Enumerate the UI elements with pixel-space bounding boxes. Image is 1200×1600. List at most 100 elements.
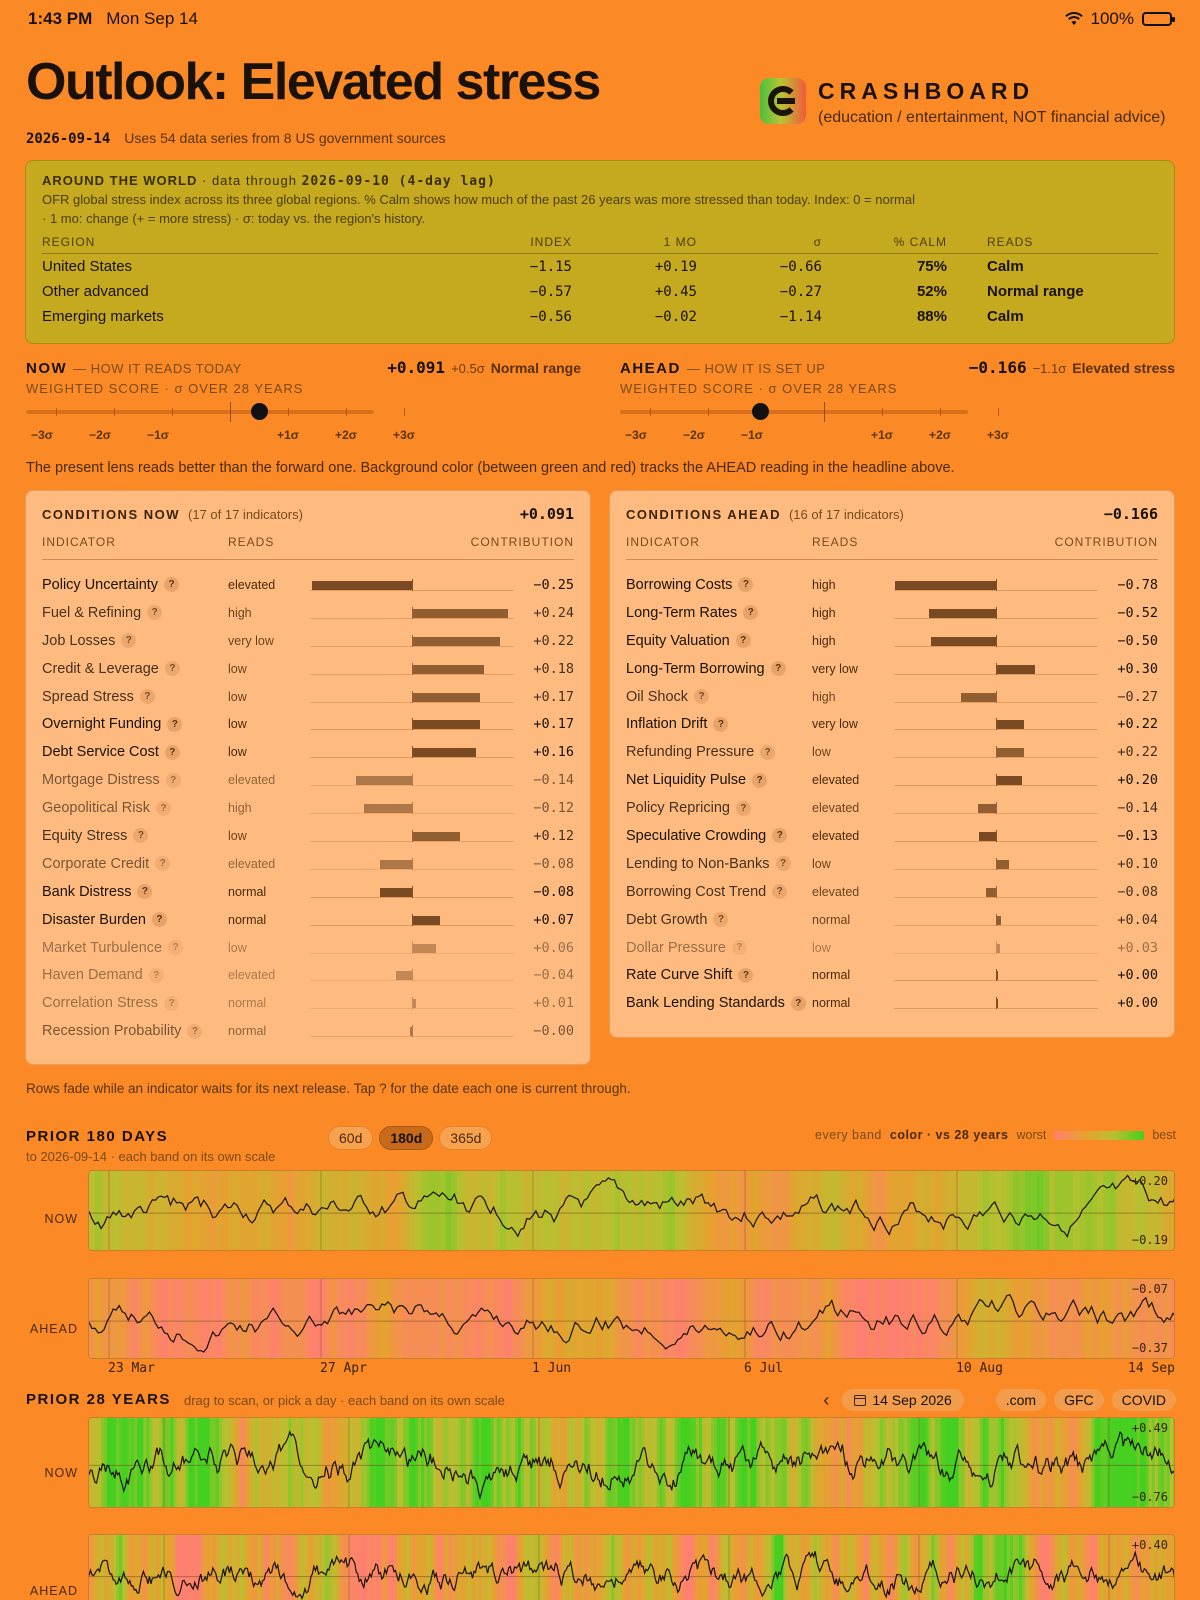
contribution-value: +0.17 xyxy=(533,688,574,705)
indicator-reads: low xyxy=(228,828,247,843)
date-picker-button[interactable]: 14 Sep 2026 xyxy=(842,1389,964,1411)
ahead-sigma-scale xyxy=(620,402,999,422)
region-reads: Calm xyxy=(987,308,1024,325)
help-icon[interactable]: ? xyxy=(139,689,155,704)
x-tick-label: 6 Jul xyxy=(744,1361,784,1376)
region-reads: Normal range xyxy=(987,283,1084,300)
help-icon[interactable]: ? xyxy=(165,772,181,788)
help-icon[interactable]: ? xyxy=(790,995,806,1011)
region-calm: 52% xyxy=(916,283,947,300)
chevron-right-icon[interactable]: › xyxy=(976,1389,983,1410)
contribution-bar xyxy=(310,606,514,620)
help-icon[interactable]: ? xyxy=(735,633,751,649)
x-tick-label: 27 Apr xyxy=(320,1361,367,1376)
indicator-reads: normal xyxy=(228,884,267,899)
contribution-value: −0.78 xyxy=(1117,576,1158,593)
help-icon[interactable]: ? xyxy=(735,800,751,816)
range-365d-button[interactable]: 365d xyxy=(439,1126,493,1150)
contribution-value: +0.06 xyxy=(533,939,574,956)
help-icon[interactable]: ? xyxy=(156,800,171,816)
x-tick-label: 1 Jun xyxy=(532,1361,572,1376)
help-icon[interactable]: ? xyxy=(775,856,791,872)
report-date: 2026-09-14 xyxy=(26,131,111,147)
battery-percent: 100% xyxy=(1090,9,1134,28)
indicator-reads: normal xyxy=(812,912,851,927)
help-icon[interactable]: ? xyxy=(694,689,710,704)
contribution-value: −0.04 xyxy=(533,967,574,984)
help-icon[interactable]: ? xyxy=(164,661,180,677)
range-180d-button[interactable]: 180d xyxy=(379,1126,434,1150)
indicator-reads: low xyxy=(228,689,247,704)
indicator-name: Mortgage Distress xyxy=(42,772,160,789)
help-icon[interactable]: ? xyxy=(148,967,164,983)
indicator-name: Bank Lending Standards xyxy=(626,995,785,1012)
help-icon[interactable]: ? xyxy=(137,884,153,900)
preset-gfc-button[interactable]: GFC xyxy=(1054,1389,1104,1411)
help-icon[interactable]: ? xyxy=(752,772,768,788)
indicator-row: Rate Curve Shift? normal +0.00 xyxy=(626,961,1158,989)
indicator-row: Market Turbulence? low +0.06 xyxy=(42,934,574,962)
help-icon[interactable]: ? xyxy=(168,940,184,956)
help-icon[interactable]: ? xyxy=(731,940,747,956)
indicator-row: Haven Demand? elevated −0.04 xyxy=(42,961,574,989)
prior-28-ahead-band[interactable]: +0.40 xyxy=(88,1534,1175,1600)
contribution-bar-fill xyxy=(996,720,1025,730)
x-tick-label: 23 Mar xyxy=(108,1361,155,1376)
help-icon[interactable]: ? xyxy=(772,828,788,844)
contribution-bar xyxy=(894,829,1098,843)
help-icon[interactable]: ? xyxy=(164,744,180,760)
indicator-reads: low xyxy=(812,856,831,871)
contribution-bar-fill xyxy=(412,636,500,646)
battery-icon xyxy=(1142,12,1175,26)
crashboard-logo-icon xyxy=(760,78,806,124)
contribution-bar xyxy=(310,913,514,927)
contribution-bar xyxy=(894,773,1098,787)
status-bar: 1:43 PM Mon Sep 14 100% xyxy=(28,8,1175,30)
region-name: Other advanced xyxy=(42,283,149,300)
help-icon[interactable]: ? xyxy=(164,995,180,1011)
help-icon[interactable]: ? xyxy=(147,605,163,621)
region-1mo: +0.45 xyxy=(654,283,697,300)
contribution-bar xyxy=(310,801,514,815)
help-icon[interactable]: ? xyxy=(743,605,759,621)
range-60d-button[interactable]: 60d xyxy=(328,1126,374,1150)
preset-covid-button[interactable]: COVID xyxy=(1111,1389,1176,1411)
status-time: 1:43 PM xyxy=(28,9,93,28)
contribution-bar-fill xyxy=(412,915,440,925)
help-icon[interactable]: ? xyxy=(133,828,149,844)
contribution-value: +0.00 xyxy=(1117,967,1158,984)
contribution-bar-fill xyxy=(356,776,412,786)
indicator-row: Dollar Pressure? low +0.03 xyxy=(626,934,1158,962)
now-score-value: +0.091 xyxy=(387,358,446,377)
indicator-row: Equity Stress? low +0.12 xyxy=(42,822,574,850)
help-icon[interactable]: ? xyxy=(164,577,180,593)
indicator-reads: low xyxy=(812,940,831,955)
help-icon[interactable]: ? xyxy=(713,716,729,732)
help-icon[interactable]: ? xyxy=(121,633,137,649)
help-icon[interactable]: ? xyxy=(738,577,754,593)
help-icon[interactable]: ? xyxy=(167,716,183,732)
help-icon[interactable]: ? xyxy=(187,1023,203,1039)
help-icon[interactable]: ? xyxy=(713,912,729,928)
prior-180-now-band[interactable]: +0.20 −0.19 xyxy=(88,1170,1175,1251)
region-name: Emerging markets xyxy=(42,308,164,325)
contribution-bar xyxy=(310,968,514,982)
prior-28-now-band[interactable]: +0.49 −0.76 xyxy=(88,1417,1175,1508)
contribution-value: +0.24 xyxy=(533,604,574,621)
indicator-name: Debt Service Cost xyxy=(42,744,159,761)
help-icon[interactable]: ? xyxy=(151,912,167,928)
contribution-bar xyxy=(894,606,1098,620)
help-icon[interactable]: ? xyxy=(772,884,788,900)
preset-dotcom-button[interactable]: .com xyxy=(995,1389,1047,1411)
help-icon[interactable]: ? xyxy=(770,661,786,677)
contribution-value: −0.08 xyxy=(533,883,574,900)
help-icon[interactable]: ? xyxy=(760,744,776,760)
contribution-value: −0.00 xyxy=(533,1023,574,1040)
contribution-bar xyxy=(310,996,514,1010)
prior-180-ahead-band[interactable]: −0.07 −0.37 xyxy=(88,1278,1175,1359)
help-icon[interactable]: ? xyxy=(738,967,754,983)
help-icon[interactable]: ? xyxy=(155,856,171,872)
contribution-bar-fill xyxy=(410,1027,412,1037)
chevron-left-icon[interactable]: ‹ xyxy=(823,1389,830,1410)
indicator-reads: normal xyxy=(812,996,851,1011)
